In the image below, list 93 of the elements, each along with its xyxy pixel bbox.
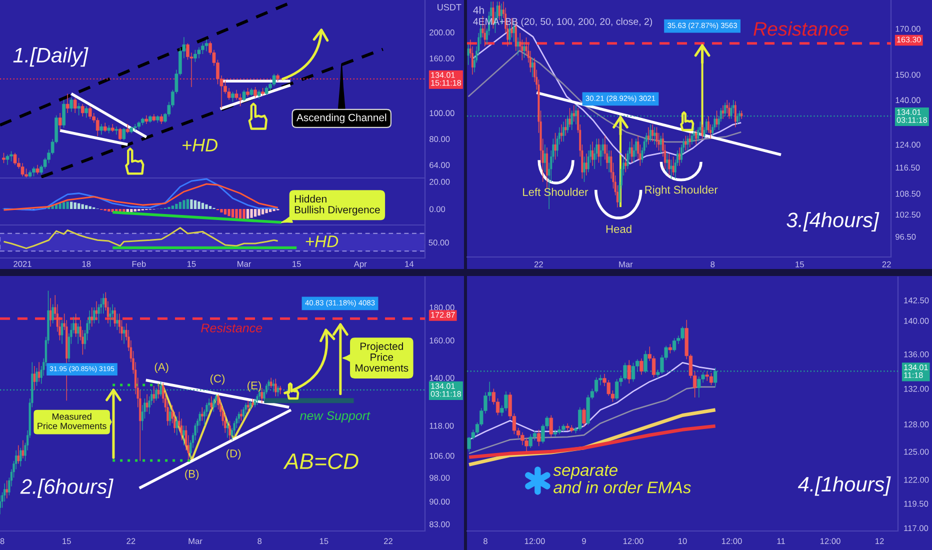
y-tick-label: 117.00 (904, 525, 928, 532)
x-tick-label: 11 (777, 538, 785, 544)
text: 1.[Daily] (13, 47, 88, 67)
y-tick-label: 170.00 (896, 26, 920, 32)
x-tick-label: 12 (876, 538, 884, 544)
x-tick-label: 22 (534, 261, 543, 268)
text: 3.[4hours] (786, 212, 880, 232)
text: 4.[1hours] (798, 476, 891, 496)
y-axis-title: USDT (438, 4, 462, 10)
y-tick-label: 160.00 (430, 55, 454, 62)
annotation: AB=CD (283, 453, 358, 470)
annotation: separate and in order EMAs (553, 465, 691, 494)
ref-line-label: 134.01 03:11:18 (430, 383, 461, 397)
y-tick-label: 200.00 (430, 30, 454, 36)
y-tick-label: 119.50 (904, 500, 928, 507)
text: 50.00 (428, 240, 449, 246)
annotation: (A) (154, 362, 168, 374)
y-tick-label: 100.00 (430, 110, 454, 116)
annotation: Head (606, 224, 632, 233)
x-tick-label: 15 (320, 538, 328, 544)
y-tick-label: 136.00 (904, 351, 929, 358)
x-tick-label: Mar (619, 261, 633, 268)
y-tick-label: 180.00 (430, 304, 454, 310)
annotation: (B) (185, 470, 199, 480)
x-tick-label: 14 (405, 261, 414, 267)
x-tick-label: 15 (187, 261, 196, 267)
annotation: Resistance (201, 323, 262, 332)
y-tick-label: 125.00 (904, 448, 929, 455)
ref-line-label: 134.01 11:18 (904, 364, 928, 378)
ref-line-label: 163.30 (897, 36, 921, 42)
y-tick-label: 96.50 (896, 234, 916, 240)
y-tick-label: 122.00 (904, 476, 929, 483)
x-tick-label: 22 (126, 538, 136, 544)
x-tick-label: 18 (82, 261, 91, 267)
x-tick-label: 12:00 (524, 538, 545, 544)
x-tick-label: 8 (258, 538, 262, 544)
x-tick-label: 15 (62, 538, 71, 544)
y-tick-label: 116.50 (896, 164, 920, 171)
annotation: +HD (182, 138, 218, 152)
y-tick-label: 98.00 (430, 474, 450, 481)
y-tick-label: 106.00 (430, 452, 454, 459)
y-tick-label: 128.00 (904, 421, 929, 428)
y-tick-label: 64.00 (430, 162, 450, 168)
y-tick-label: 160.00 (430, 338, 454, 344)
annotation: Projected Price Movements (356, 342, 408, 372)
x-tick-label: Apr (354, 261, 367, 269)
y-tick-label: 108.50 (896, 190, 920, 197)
ref-line-label: 134.01 15:11:18 (431, 72, 461, 86)
y-tick-label: 0.00 (429, 206, 446, 212)
y-tick-label: 142.50 (904, 297, 929, 304)
x-tick-label: 12:00 (722, 538, 742, 544)
annotation: Ascending Channel (296, 114, 386, 124)
y-tick-label: 140.00 (430, 374, 454, 381)
x-tick-label: 15 (796, 261, 804, 268)
y-tick-label: 118.00 (430, 422, 454, 429)
annotation: Measured Price Movements (38, 413, 106, 430)
annotation: Resistance (754, 22, 848, 36)
x-tick-label: 12:00 (820, 538, 840, 544)
annotation: Left Shoulder (523, 188, 588, 196)
annotation: new Support (300, 411, 370, 423)
ref-line-label: 172.87 (431, 312, 455, 318)
ref-line-label: 134.01 03:11:18 (896, 109, 927, 123)
text: 2.[6hours] (20, 478, 114, 498)
annotation: Right Shoulder (645, 186, 718, 196)
y-tick-label: 150.00 (896, 72, 920, 78)
y-tick-label: 102.50 (896, 212, 920, 218)
x-tick-label: Mar (238, 261, 252, 267)
y-tick-label: 140.00 (896, 97, 920, 104)
x-tick-label: 10 (678, 538, 687, 544)
x-tick-label: 9 (582, 538, 586, 544)
y-tick-label: 90.00 (430, 498, 450, 505)
y-tick-label: 140.00 (904, 318, 929, 324)
x-tick-label: 2021 (14, 261, 32, 267)
annotation: (D) (226, 449, 241, 460)
x-tick-label: 22 (384, 538, 392, 544)
annotation: (C) (210, 374, 224, 385)
x-tick-label: 12:00 (623, 538, 644, 544)
x-tick-label: 22 (882, 261, 891, 268)
y-tick-label: 20.00 (430, 178, 450, 185)
y-tick-label: 124.00 (896, 142, 920, 148)
x-tick-label: 8 (0, 538, 4, 544)
x-tick-label: 15 (292, 261, 301, 267)
annotation: Hidden Bullish Divergence (294, 194, 380, 216)
x-tick-label: Mar (188, 538, 202, 544)
y-tick-label: 132.00 (904, 386, 929, 392)
x-tick-label: 8 (710, 261, 715, 268)
y-tick-label: 80.00 (430, 136, 450, 142)
annotation: (E) (248, 381, 261, 392)
x-tick-label: Feb (132, 260, 146, 267)
x-tick-label: 8 (484, 538, 488, 544)
annotation: 4h (473, 6, 484, 14)
y-tick-label: 83.00 (430, 521, 450, 528)
annotation: +HD (306, 236, 338, 248)
